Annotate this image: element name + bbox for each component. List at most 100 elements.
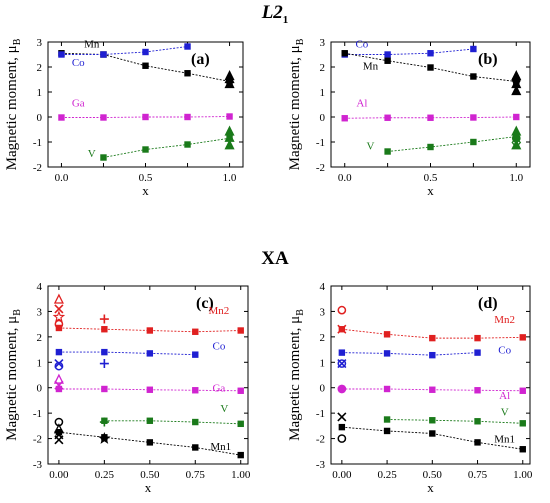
y-tick-label: 1: [37, 357, 43, 369]
reference-marker: [54, 319, 64, 329]
data-point: [146, 350, 154, 357]
y-tick-label: 3: [320, 37, 326, 49]
reference-marker: [337, 412, 347, 422]
x-tick-label: 0.25: [95, 469, 115, 481]
panel-label: (d): [478, 295, 498, 312]
data-point: [429, 334, 436, 342]
plot-frame: [47, 285, 249, 465]
data-point: [383, 416, 391, 423]
reference-marker: [337, 434, 347, 443]
y-tick-label: 4: [320, 281, 326, 293]
y-tick-label: 3: [37, 306, 43, 318]
series-v: V: [101, 403, 244, 428]
data-point: [146, 439, 154, 446]
reference-marker: [337, 358, 347, 369]
data-point: [470, 73, 477, 80]
data-point: [192, 418, 199, 426]
reference-marker: [54, 361, 64, 371]
data-point: [100, 114, 107, 121]
top-title-main: L2: [261, 2, 283, 23]
data-point: [427, 50, 434, 57]
data-point: [338, 385, 346, 393]
y-tick-label: -1: [316, 137, 325, 149]
series-label: Co: [212, 341, 225, 353]
series-co: Co: [338, 344, 512, 359]
data-point: [338, 423, 346, 431]
x-tick-label: 0.00: [332, 469, 352, 481]
series-co: Co: [341, 39, 477, 58]
series-line: [344, 52, 517, 82]
data-point: [142, 113, 149, 121]
reference-marker: [52, 310, 66, 323]
y-tick-label: 2: [320, 62, 326, 74]
data-point: [474, 349, 481, 356]
series-line: [103, 137, 230, 158]
series-label: Ga: [72, 98, 85, 110]
reference-marker: [99, 359, 109, 369]
y-tick-label: -3: [316, 459, 326, 471]
data-point: [470, 138, 477, 146]
data-point: [237, 387, 244, 394]
series-co: Co: [58, 43, 191, 69]
data-point: [519, 420, 526, 427]
y-tick-label: 0: [320, 383, 326, 395]
series-mn1: Mn1: [55, 429, 244, 459]
data-point: [142, 48, 149, 56]
y-tick-label: 0: [37, 383, 43, 395]
data-point: [237, 420, 244, 428]
data-point: [384, 51, 391, 58]
reference-marker: [511, 139, 522, 150]
data-point: [146, 417, 154, 424]
series-line: [341, 328, 523, 339]
y-axis-label: Magnetic moment, μB: [4, 309, 23, 441]
data-point: [429, 351, 436, 359]
series-mn2: Mn2: [55, 305, 244, 335]
data-point: [101, 385, 108, 393]
y-tick-label: -2: [316, 434, 325, 446]
data-point: [383, 350, 391, 357]
data-point: [470, 114, 477, 121]
data-point: [101, 348, 108, 356]
reference-marker: [224, 139, 235, 150]
series-co: Co: [55, 341, 226, 358]
series-line: [344, 48, 474, 55]
y-tick-label: -2: [33, 434, 42, 446]
y-tick-label: 4: [37, 281, 43, 293]
data-point: [474, 334, 481, 342]
data-point: [58, 114, 65, 121]
series-label: Mn: [84, 39, 100, 51]
y-tick-label: 3: [320, 306, 326, 318]
data-point: [519, 334, 526, 341]
y-tick-label: 2: [37, 62, 43, 74]
y-tick-label: -2: [316, 162, 325, 174]
reference-marker: [53, 423, 64, 434]
series-line: [58, 351, 196, 356]
series-label: Mn2: [209, 305, 230, 317]
y-tick-label: 1: [320, 87, 326, 99]
x-axis-label: x: [145, 480, 152, 495]
y-tick-label: 2: [320, 332, 326, 344]
data-point: [474, 439, 481, 446]
data-point: [427, 64, 434, 71]
series-mn1: Mn1: [338, 423, 526, 453]
reference-marker: [511, 125, 522, 136]
x-tick-label: 1.00: [513, 469, 533, 481]
series-label: Mn1: [210, 441, 231, 453]
reference-marker: [54, 380, 64, 390]
data-point: [519, 387, 526, 394]
series-line: [341, 388, 523, 392]
y-tick-label: 1: [320, 357, 326, 369]
reference-marker: [53, 293, 64, 304]
x-tick-label: 0.25: [377, 469, 397, 481]
data-point: [427, 114, 434, 121]
data-point: [55, 385, 63, 393]
chart-panel-a: 0.0 0.5 1.0 -2 -1 0 1 2 3 x Magnetic moment, μB (a)…: [4, 37, 244, 198]
data-point: [429, 430, 436, 437]
reference-marker: [337, 305, 347, 315]
reference-marker: [337, 359, 347, 368]
data-point: [474, 387, 481, 394]
data-point: [184, 113, 191, 121]
reference-marker: [54, 358, 64, 369]
y-tick-label: -1: [316, 408, 325, 420]
